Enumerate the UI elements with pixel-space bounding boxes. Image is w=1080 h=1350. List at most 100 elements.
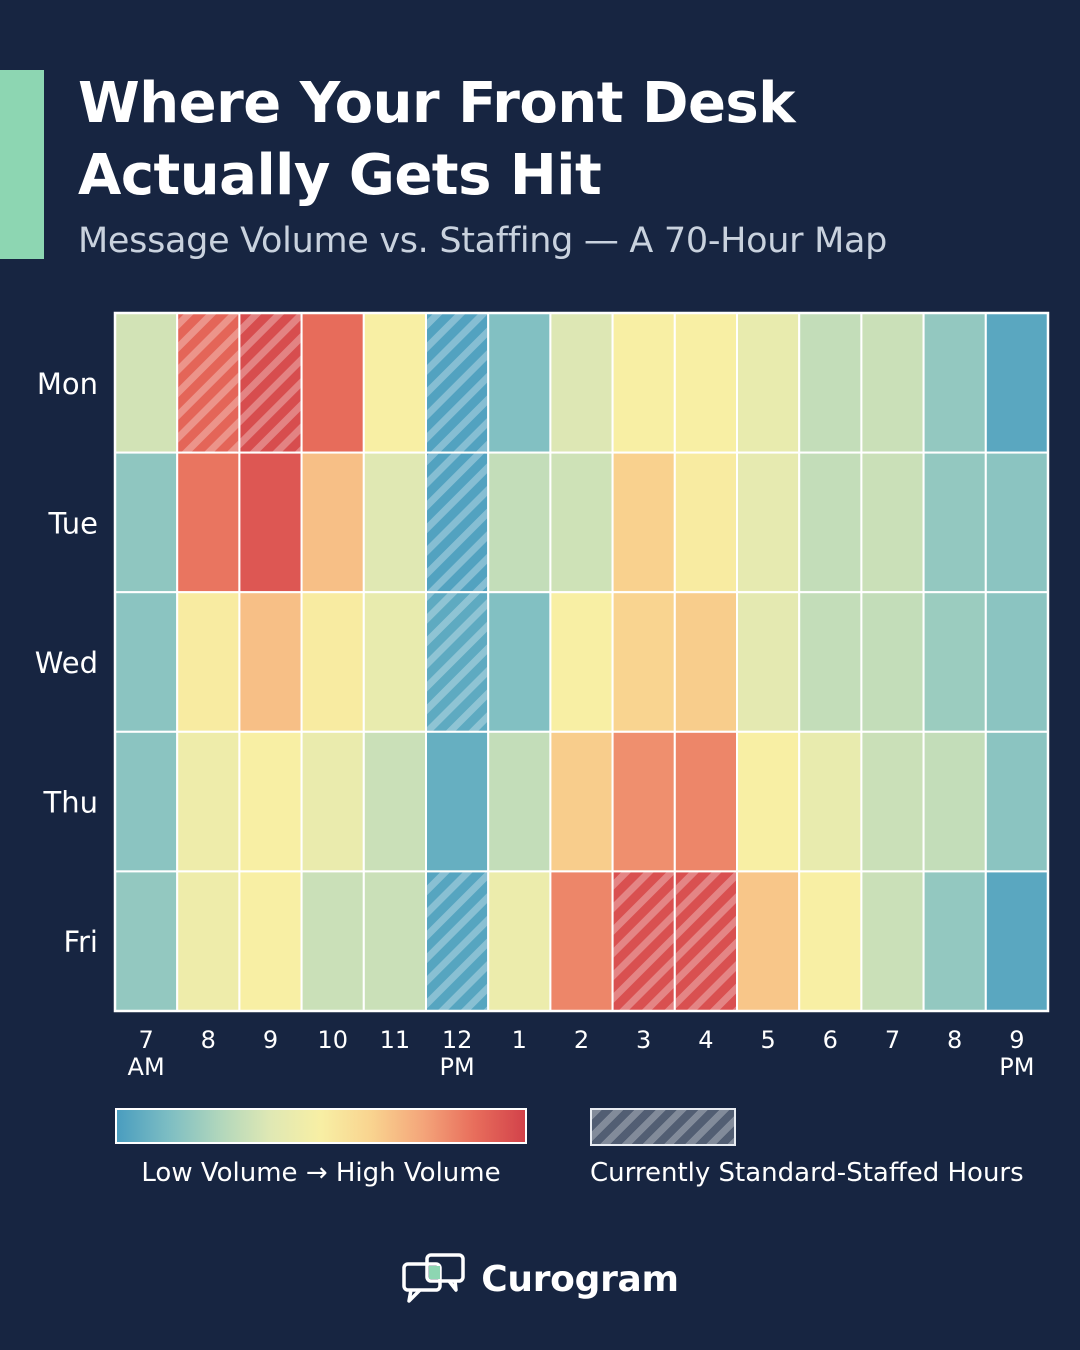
heatmap-cell — [549, 451, 614, 594]
heatmap-cell — [176, 451, 241, 594]
column-hour-label: 11 — [380, 1026, 411, 1054]
column-hour-label: 10 — [317, 1026, 348, 1054]
column-hour-label: 4 — [698, 1026, 713, 1054]
heatmap-cell — [300, 730, 365, 873]
heatmap-cell — [922, 870, 987, 1013]
column-hour-label: 7 — [885, 1026, 900, 1054]
heatmap-cell — [860, 591, 925, 733]
page-subtitle: Message Volume vs. Staffing — A 70-Hour … — [78, 221, 888, 261]
heatmap-cell — [176, 591, 241, 733]
heatmap-cell — [487, 870, 552, 1013]
column-period-label: PM — [440, 1053, 475, 1081]
heatmap-cell — [984, 312, 1049, 454]
staffed-hatch-overlay — [240, 314, 301, 452]
chat-bubbles-icon — [402, 1253, 466, 1303]
heatmap-cell — [114, 312, 179, 454]
heatmap-cell — [487, 451, 552, 594]
staffed-hatch-overlay — [178, 314, 239, 452]
heatmap-cell — [736, 870, 801, 1013]
heatmap-cell — [798, 312, 863, 454]
page-title: Where Your Front Desk Actually Gets Hit — [78, 71, 796, 208]
volume-gradient-legend — [115, 1108, 527, 1144]
staffed-hatch-overlay — [427, 314, 488, 452]
heatmap-cell — [673, 451, 738, 594]
heatmap-cell — [549, 591, 614, 733]
heatmap-cell — [362, 730, 427, 873]
heatmap-cell — [736, 312, 801, 454]
heatmap-cell — [673, 312, 738, 454]
heatmap-cell — [176, 730, 241, 873]
heatmap-cell — [362, 451, 427, 594]
heatmap-cell — [238, 591, 303, 733]
heatmap-cell — [860, 870, 925, 1013]
heatmap-cell — [798, 870, 863, 1013]
heatmap-cell — [549, 870, 614, 1013]
column-hour-label: 8 — [201, 1026, 216, 1054]
heatmap-cell — [798, 730, 863, 873]
column-period-label: AM — [128, 1053, 165, 1081]
heatmap-cell — [922, 451, 987, 594]
heatmap-cell — [611, 730, 676, 873]
heatmap-cell — [487, 591, 552, 733]
heatmap-cell — [425, 730, 490, 873]
staffed-hatch-overlay — [427, 872, 488, 1010]
heatmap-cell — [300, 870, 365, 1013]
column-hour-label: 9 — [263, 1026, 278, 1054]
heatmap-cell — [798, 591, 863, 733]
heatmap-cell — [922, 730, 987, 873]
heatmap-cell — [238, 870, 303, 1013]
heatmap-cell — [114, 730, 179, 873]
heatmap-cell — [611, 591, 676, 733]
heatmap-cell — [114, 451, 179, 594]
column-hour-label: 12 — [442, 1026, 473, 1054]
staffed-hatch-overlay — [613, 872, 674, 1010]
heatmap-cell — [238, 730, 303, 873]
accent-bar — [0, 70, 44, 259]
heatmap-cell — [611, 312, 676, 454]
brand-logo: Curogram — [0, 1252, 1080, 1306]
heatmap-cell — [238, 451, 303, 594]
staffed-hatch-overlay — [427, 593, 488, 731]
column-hour-label: 7 — [138, 1026, 153, 1054]
heatmap-cell — [673, 591, 738, 733]
heatmap-cell — [114, 870, 179, 1013]
heatmap-cell — [736, 730, 801, 873]
heatmap-cell — [860, 451, 925, 594]
heatmap-cell — [673, 730, 738, 873]
staffed-hatch-overlay — [427, 453, 488, 592]
volume-legend-label: Low Volume → High Volume — [141, 1158, 501, 1188]
heatmap-cell — [736, 591, 801, 733]
heatmap-cell — [611, 451, 676, 594]
row-label: Wed — [35, 646, 98, 680]
heatmap-cell — [984, 591, 1049, 733]
heatmap-cell — [300, 451, 365, 594]
column-hour-label: 1 — [512, 1026, 527, 1054]
heatmap-cell — [736, 451, 801, 594]
heatmap-cell — [984, 451, 1049, 594]
heatmap-cell — [362, 312, 427, 454]
column-hour-label: 8 — [947, 1026, 962, 1054]
heatmap-cell — [362, 591, 427, 733]
heatmap-cell — [487, 730, 552, 873]
heatmap-cell — [300, 312, 365, 454]
heatmap-cell — [114, 591, 179, 733]
heatmap-cell — [300, 591, 365, 733]
row-label: Tue — [47, 506, 98, 540]
heatmap-cell — [487, 312, 552, 454]
heatmap-cell — [984, 870, 1049, 1013]
row-label: Mon — [37, 367, 98, 401]
column-period-label: PM — [999, 1053, 1034, 1081]
row-label: Fri — [63, 925, 98, 959]
row-label: Thu — [43, 786, 98, 820]
column-hour-label: 6 — [823, 1026, 838, 1054]
column-hour-label: 2 — [574, 1026, 589, 1054]
heatmap-cell — [176, 870, 241, 1013]
heatmap-cell — [549, 312, 614, 454]
heatmap-cell — [860, 312, 925, 454]
heatmap-cell — [922, 312, 987, 454]
heatmap-border — [113, 311, 1050, 1013]
brand-name: Curogram — [481, 1258, 679, 1300]
heatmap-cell — [798, 451, 863, 594]
heatmap-cell — [362, 870, 427, 1013]
